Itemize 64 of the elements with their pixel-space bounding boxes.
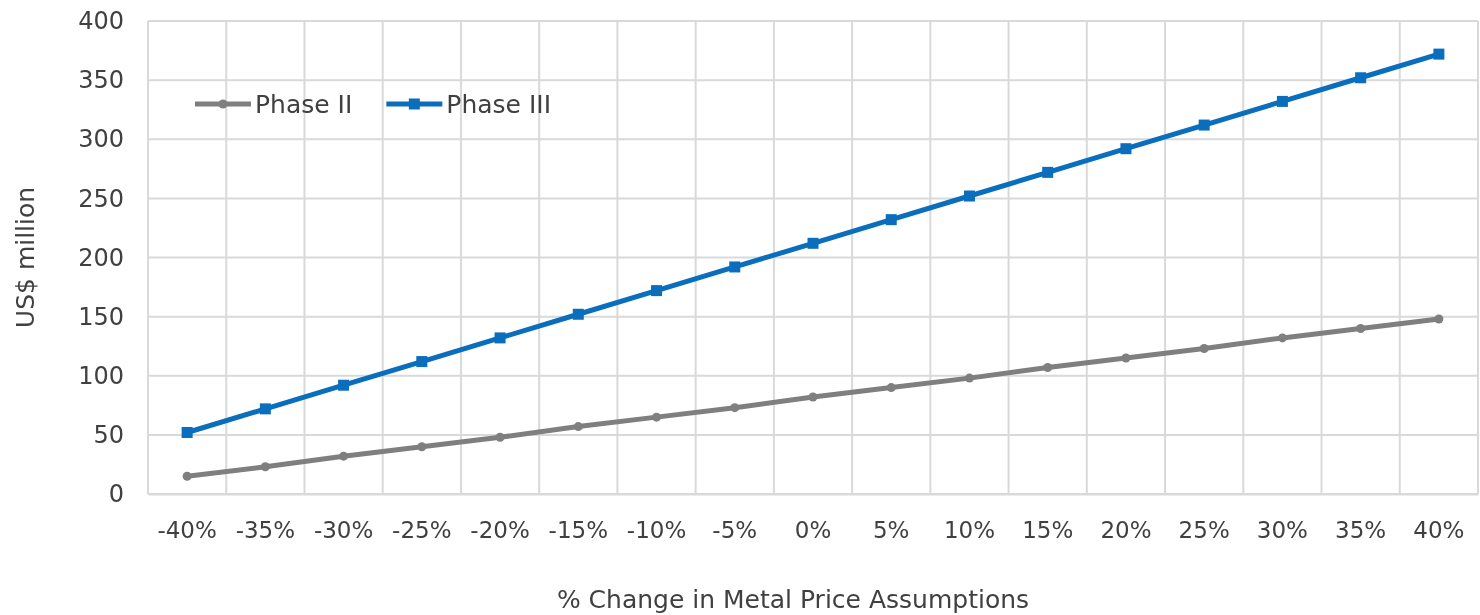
x-tick-label: 20% [1100,517,1152,544]
point [338,379,350,391]
point [885,214,897,226]
x-tick-label: -15% [548,517,609,544]
point [1433,48,1445,60]
point [1120,143,1132,155]
point [652,412,662,422]
point [417,442,427,452]
y-tick-label: 150 [78,302,124,331]
point [1356,323,1366,333]
point [1434,314,1444,324]
point [1355,72,1367,84]
point [495,432,505,442]
point [182,471,192,481]
point [807,237,819,249]
y-tick-label: 250 [78,184,124,213]
point [260,462,270,472]
legend-label: Phase III [446,90,552,119]
x-axis-title: % Change in Metal Price Assumptions [556,585,1030,614]
x-tick-label: 40% [1413,517,1465,544]
y-tick-label: 200 [78,243,124,272]
point [1121,353,1131,363]
point [1198,119,1210,131]
point [1199,344,1209,354]
point [1276,95,1288,107]
point [181,427,193,439]
x-tick-label: 35% [1335,517,1387,544]
x-tick-label: 5% [872,517,910,544]
point [494,332,506,344]
point [729,261,741,273]
x-tick-label: 25% [1178,517,1230,544]
y-axis-title: US$ million [11,186,40,329]
point [651,285,663,297]
point [573,422,583,432]
point [730,403,740,413]
point [963,190,975,202]
x-tick-label: 10% [943,517,996,544]
x-tick-label: -35% [235,517,296,544]
x-tick-label: 0% [794,517,832,544]
x-tick-label: -30% [313,517,374,544]
point [1043,362,1053,372]
x-tick-label: 15% [1022,517,1074,544]
y-tick-label: 300 [78,125,124,154]
point [964,373,974,383]
point [259,403,271,415]
x-tick-label: -5% [712,517,758,544]
y-tick-label: 400 [78,7,124,36]
point [339,451,349,461]
y-tick-label: 0 [108,480,124,509]
y-tick-label: 350 [78,66,124,95]
point [1042,166,1054,178]
point [1277,333,1287,343]
y-tick-label: 100 [78,361,124,390]
point [572,308,584,320]
x-tick-label: -25% [392,517,452,544]
legend-label: Phase II [255,90,353,119]
x-tick-label: -10% [626,517,687,544]
y-tick-label: 50 [93,421,124,450]
x-tick-label: -40% [157,517,217,544]
x-tick-label: -20% [470,517,530,544]
point [886,383,896,393]
point [808,392,818,402]
x-tick-label: 30% [1256,517,1308,544]
point [416,356,428,368]
